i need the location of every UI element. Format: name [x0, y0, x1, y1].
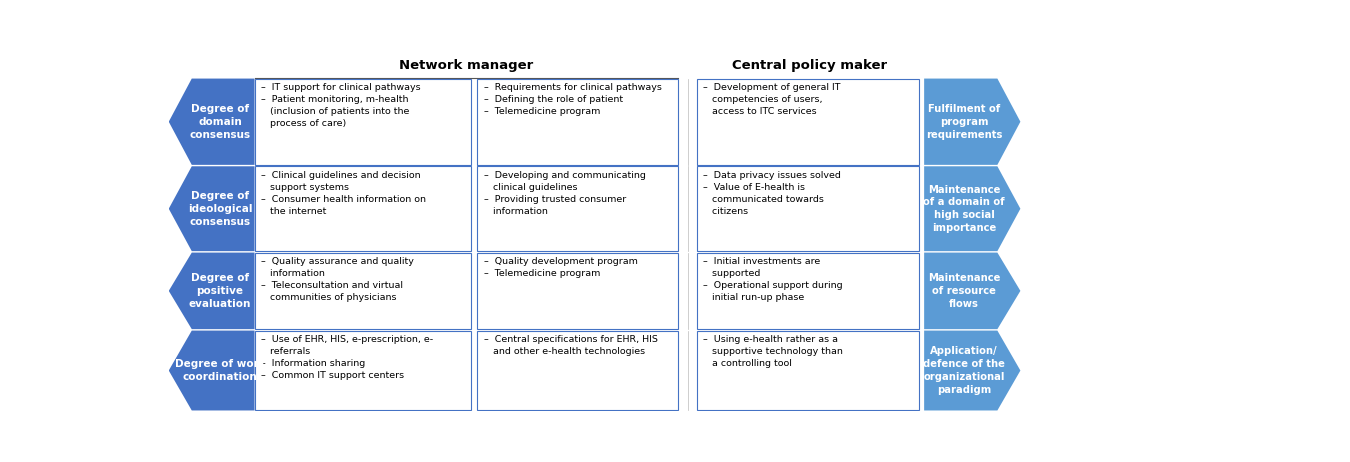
Text: –  Quality development program
–  Telemedicine program: – Quality development program – Telemedi… — [483, 257, 637, 278]
Text: –  Quality assurance and quality
   information
–  Teleconsultation and virtual
: – Quality assurance and quality informat… — [261, 257, 413, 302]
Text: –  Initial investments are
   supported
–  Operational support during
   initial: – Initial investments are supported – Op… — [703, 257, 842, 302]
Text: –  IT support for clinical pathways
–  Patient monitoring, m-health
   (inclusio: – IT support for clinical pathways – Pat… — [261, 83, 420, 128]
Bar — [697, 79, 919, 165]
Polygon shape — [925, 253, 1021, 329]
Text: Central policy maker: Central policy maker — [732, 59, 887, 72]
Polygon shape — [925, 331, 1021, 410]
Bar — [697, 331, 919, 410]
Bar — [478, 166, 678, 251]
Bar — [478, 331, 678, 410]
Text: Maintenance
of resource
flows: Maintenance of resource flows — [927, 273, 1000, 309]
Text: Application/
defence of the
organizational
paradigm: Application/ defence of the organization… — [923, 346, 1004, 395]
Polygon shape — [925, 79, 1021, 165]
Text: –  Developing and communicating
   clinical guidelines
–  Providing trusted cons: – Developing and communicating clinical … — [483, 170, 645, 216]
Bar — [255, 166, 471, 251]
Polygon shape — [169, 166, 255, 251]
Text: Fulfilment of
program
requirements: Fulfilment of program requirements — [926, 104, 1002, 140]
Bar — [255, 253, 471, 329]
Text: Degree of
ideological
consensus: Degree of ideological consensus — [188, 190, 252, 227]
Text: –  Clinical guidelines and decision
   support systems
–  Consumer health inform: – Clinical guidelines and decision suppo… — [261, 170, 425, 216]
Text: Degree of
domain
consensus: Degree of domain consensus — [189, 103, 251, 140]
Text: –  Using e-health rather as a
   supportive technology than
   a controlling too: – Using e-health rather as a supportive … — [703, 335, 844, 368]
Bar — [697, 166, 919, 251]
Bar — [478, 79, 678, 165]
Bar — [697, 253, 919, 329]
Text: –  Requirements for clinical pathways
–  Defining the role of patient
–  Telemed: – Requirements for clinical pathways – D… — [483, 83, 662, 116]
Text: Network manager: Network manager — [400, 59, 533, 72]
Bar — [255, 331, 471, 410]
Polygon shape — [925, 166, 1021, 251]
Polygon shape — [169, 253, 255, 329]
Text: Degree of work
coordination: Degree of work coordination — [174, 359, 266, 382]
Text: Degree of
positive
evaluation: Degree of positive evaluation — [189, 273, 251, 309]
Bar — [478, 253, 678, 329]
Text: –  Development of general IT
   competencies of users,
   access to ITC services: – Development of general IT competencies… — [703, 83, 841, 116]
Text: –  Data privacy issues solved
–  Value of E-health is
   communicated towards
  : – Data privacy issues solved – Value of … — [703, 170, 841, 216]
Text: –  Use of EHR, HIS, e-prescription, e-
   referrals
–  Information sharing
–  Co: – Use of EHR, HIS, e-prescription, e- re… — [261, 335, 433, 380]
Text: Maintenance
of a domain of
high social
importance: Maintenance of a domain of high social i… — [923, 184, 1004, 233]
Text: –  Central specifications for EHR, HIS
   and other e-health technologies: – Central specifications for EHR, HIS an… — [483, 335, 657, 356]
Polygon shape — [169, 331, 255, 410]
Polygon shape — [169, 79, 255, 165]
Bar — [255, 79, 471, 165]
